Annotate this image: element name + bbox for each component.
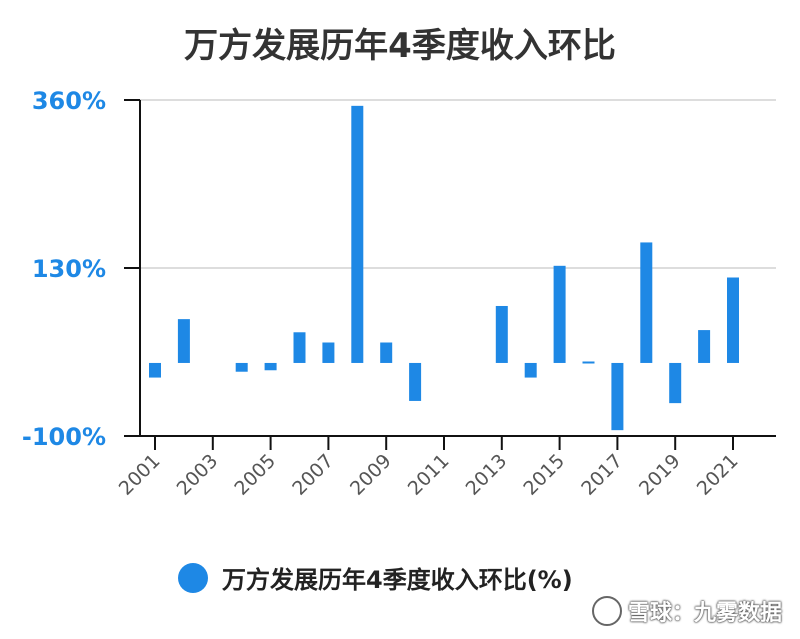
bar-2015	[553, 265, 566, 363]
x-tick-label-2011: 2011	[404, 450, 454, 500]
x-tick-label-2021: 2021	[693, 450, 743, 500]
bar-2001	[149, 362, 161, 378]
x-tick-label-2013: 2013	[462, 450, 512, 500]
legend-label: 万方发展历年4季度收入环比(%)	[222, 566, 573, 594]
bar-2016	[582, 361, 595, 364]
x-tick-label-2001: 2001	[115, 450, 165, 500]
x-tick-label-2019: 2019	[635, 450, 685, 500]
y-tick-label-2: 360%	[32, 87, 106, 115]
snowball-logo-icon	[591, 596, 622, 626]
x-tick-label-2015: 2015	[519, 450, 569, 500]
bar-2021	[727, 277, 739, 363]
legend-marker	[178, 562, 208, 593]
x-tick-label-2007: 2007	[288, 450, 338, 500]
bar-2010	[409, 362, 422, 401]
bar-2008	[351, 105, 364, 363]
x-tick-labels: 2001 2003 2005 2007 2009 2011 2013 2015 2017 2019…	[115, 450, 743, 500]
y-tick-label-1: 130%	[32, 255, 106, 283]
watermark: 雪球：九雾数据	[591, 595, 782, 627]
bar-2020	[698, 330, 711, 363]
legend: 万方发展历年4季度收入环比(%)	[178, 560, 573, 595]
chart-title: 万方发展历年4季度收入环比	[184, 26, 616, 66]
bar-2002	[177, 319, 190, 363]
gridlines	[140, 99, 776, 269]
bar-2009	[380, 342, 393, 363]
axes	[124, 99, 776, 450]
x-tick-label-2017: 2017	[577, 450, 627, 500]
bar-2005	[264, 362, 277, 371]
bar-2004	[235, 362, 248, 372]
bar-2018	[640, 242, 653, 363]
bar-2006	[293, 332, 306, 363]
y-tick-label-0: -100%	[22, 423, 106, 451]
bar-2019	[669, 362, 682, 404]
bar-2007	[322, 342, 335, 363]
bars	[149, 105, 739, 431]
x-tick-label-2003: 2003	[173, 450, 223, 500]
x-tick-label-2009: 2009	[346, 450, 396, 500]
bar-2014	[524, 362, 537, 378]
watermark-text: 雪球：九雾数据	[627, 601, 782, 626]
x-tick-label-2005: 2005	[230, 450, 280, 500]
bar-2013	[495, 305, 508, 363]
bar-2017	[611, 362, 624, 431]
y-tick-labels: -100% 130% 360%	[22, 87, 106, 451]
